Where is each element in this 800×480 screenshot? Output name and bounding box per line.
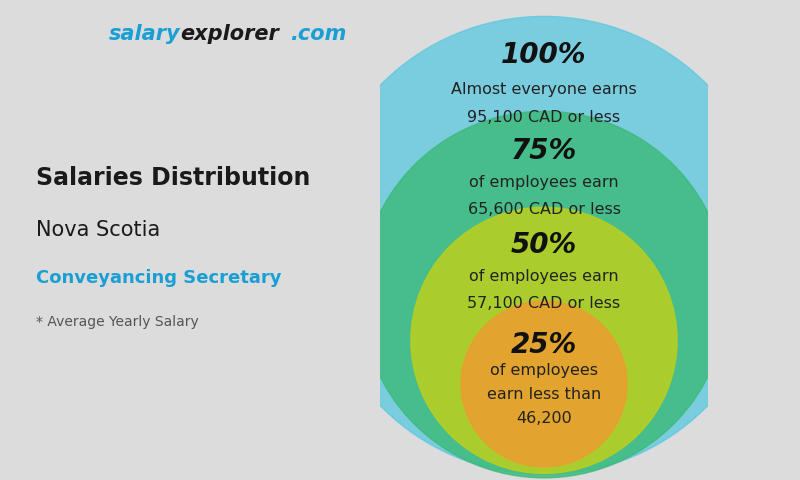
Circle shape (411, 207, 677, 473)
Circle shape (315, 16, 773, 475)
Text: earn less than: earn less than (487, 387, 601, 402)
Text: salary: salary (108, 24, 180, 44)
Text: * Average Yearly Salary: * Average Yearly Salary (35, 314, 198, 329)
Text: of employees: of employees (490, 363, 598, 378)
Text: of employees earn: of employees earn (469, 175, 619, 190)
Text: Nova Scotia: Nova Scotia (35, 220, 160, 240)
Text: 46,200: 46,200 (516, 411, 572, 426)
Text: explorer: explorer (180, 24, 278, 44)
Text: Conveyancing Secretary: Conveyancing Secretary (35, 269, 281, 288)
Text: Salaries Distribution: Salaries Distribution (35, 166, 310, 190)
Text: 50%: 50% (511, 231, 577, 260)
Text: .com: .com (290, 24, 346, 44)
Text: 95,100 CAD or less: 95,100 CAD or less (467, 110, 621, 125)
Circle shape (361, 111, 727, 478)
Text: 65,600 CAD or less: 65,600 CAD or less (467, 202, 621, 217)
Text: 25%: 25% (511, 331, 577, 359)
Circle shape (461, 301, 627, 467)
Text: 57,100 CAD or less: 57,100 CAD or less (467, 296, 621, 311)
Text: of employees earn: of employees earn (469, 268, 619, 284)
Text: Almost everyone earns: Almost everyone earns (451, 82, 637, 97)
Text: 75%: 75% (511, 136, 577, 165)
Text: 100%: 100% (502, 40, 586, 69)
